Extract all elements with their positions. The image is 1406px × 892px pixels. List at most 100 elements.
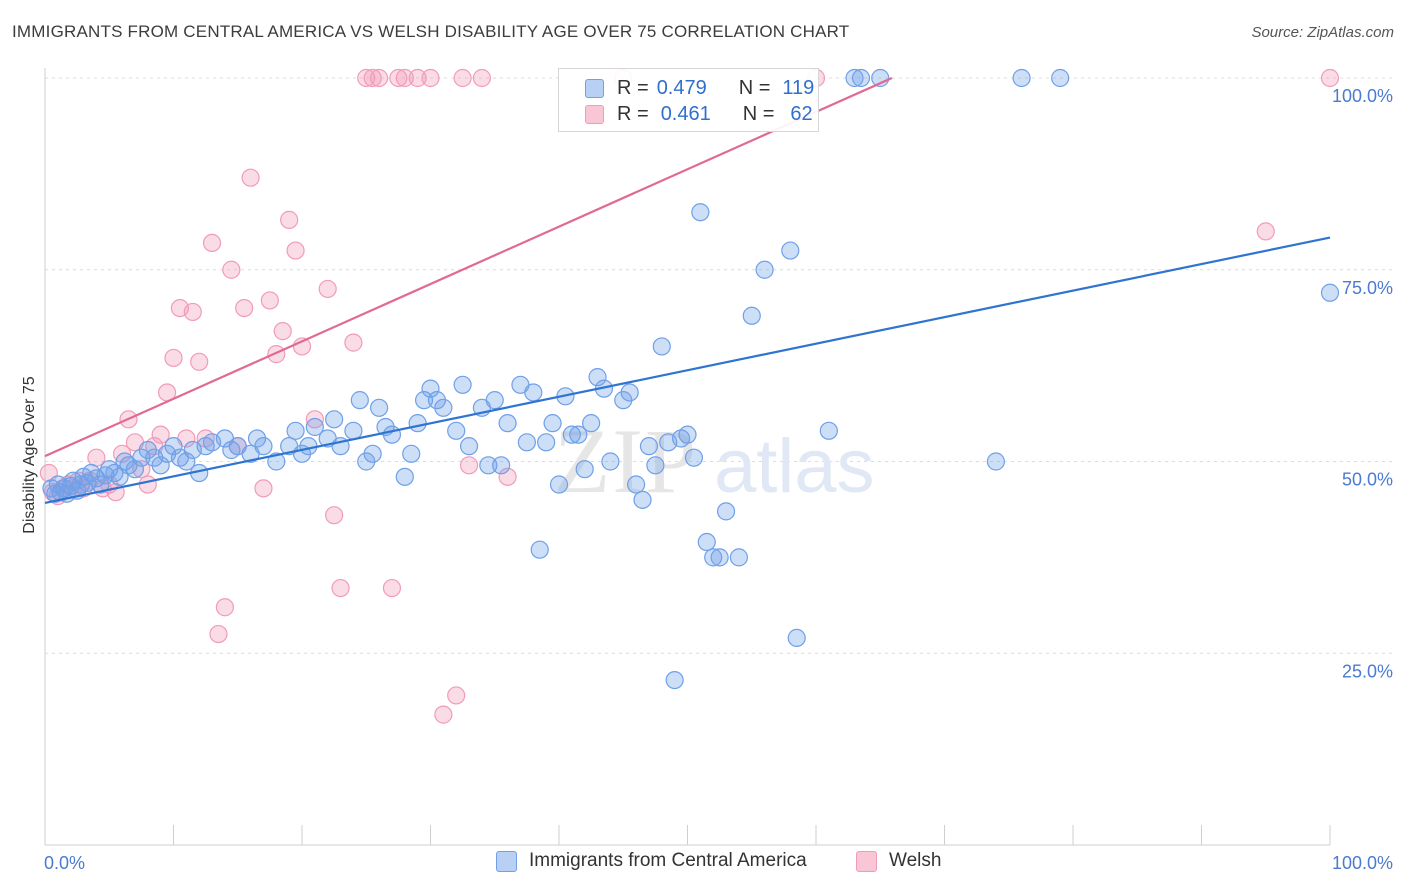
data-point: [151, 456, 170, 475]
data-point: [691, 203, 710, 222]
data-point: [620, 383, 639, 402]
data-point: [286, 241, 305, 260]
trend-lines: [44, 76, 1331, 504]
data-point: [414, 391, 434, 410]
data-point: [408, 414, 427, 433]
data-point: [395, 68, 414, 88]
data-point: [280, 210, 299, 229]
data-point: [537, 433, 556, 452]
data-point: [626, 475, 646, 494]
data-point: [305, 417, 324, 437]
data-point: [684, 448, 704, 467]
y-tick-label: 25.0%: [1342, 661, 1393, 681]
data-point: [459, 456, 479, 475]
data-point: [562, 425, 581, 444]
data-point: [543, 414, 562, 433]
points-welsh: [39, 68, 1340, 724]
data-point: [325, 506, 344, 525]
data-point: [363, 444, 382, 463]
data-point: [601, 452, 620, 471]
data-point: [851, 68, 871, 88]
data-point: [241, 168, 260, 187]
points-central-america: [42, 68, 1340, 690]
data-point: [421, 379, 440, 398]
data-point: [273, 322, 292, 341]
data-point: [209, 624, 228, 644]
data-point: [447, 421, 466, 440]
data-point: [138, 475, 157, 494]
data-point: [382, 425, 402, 444]
legend-n-value: 62: [790, 102, 813, 125]
data-point: [845, 68, 864, 88]
legend-row-welsh: R = 0.461 N = 62: [585, 102, 813, 126]
data-point: [479, 456, 498, 475]
data-point: [350, 391, 369, 410]
data-point: [704, 548, 723, 567]
data-point: [190, 352, 209, 371]
data-point: [331, 578, 350, 598]
data-point: [91, 475, 110, 494]
data-point: [646, 456, 665, 475]
legend-r-value: 0.461: [660, 102, 711, 125]
x-tick-label: 0.0%: [44, 853, 85, 873]
series-legend: Immigrants from Central America Welsh: [0, 850, 1406, 878]
legend-n-label: N =: [742, 102, 775, 125]
data-point: [819, 421, 838, 440]
data-point: [453, 68, 472, 88]
data-point: [986, 452, 1006, 471]
data-point: [235, 299, 254, 318]
y-axis-label: Disability Age Over 75: [21, 376, 38, 534]
data-point: [267, 452, 286, 471]
data-point: [421, 68, 440, 88]
data-point: [710, 548, 729, 567]
data-point: [389, 68, 408, 88]
data-point: [318, 279, 337, 299]
legend-n-value: 119: [782, 76, 815, 99]
svg-text:atlas: atlas: [714, 424, 875, 509]
watermark: ZIP atlas: [554, 410, 875, 512]
chart-title: IMMIGRANTS FROM CENTRAL AMERICA VS WELSH…: [12, 22, 850, 41]
data-point: [254, 479, 273, 498]
data-point: [549, 475, 569, 494]
data-point: [202, 233, 222, 253]
data-point: [222, 260, 241, 279]
data-point: [1051, 68, 1070, 88]
data-point: [370, 68, 389, 88]
data-point: [370, 398, 389, 417]
data-point: [492, 456, 511, 475]
data-point: [652, 337, 671, 356]
data-point: [267, 345, 286, 364]
data-point: [382, 578, 402, 598]
data-point: [402, 444, 421, 463]
data-point: [299, 437, 318, 456]
trend-line-welsh: [44, 76, 893, 458]
data-point: [787, 628, 806, 648]
legend-swatch-blue: [496, 850, 517, 872]
data-point: [215, 598, 234, 617]
data-point: [125, 460, 145, 479]
data-point: [582, 414, 601, 433]
y-tick-label: 50.0%: [1342, 470, 1393, 490]
legend-swatch-pink: [856, 850, 877, 872]
data-point: [665, 670, 684, 690]
data-point: [498, 414, 517, 433]
data-point: [575, 460, 594, 479]
legend-item-welsh: Welsh: [856, 850, 941, 872]
data-point: [678, 425, 697, 444]
legend-r-label: R =: [617, 76, 649, 99]
legend-row-central-america: R = 0.479 N = 119: [585, 76, 814, 100]
legend-r-label: R =: [617, 102, 649, 125]
data-point: [588, 368, 607, 387]
legend-n-label: N =: [738, 76, 771, 99]
data-point: [363, 68, 382, 88]
data-point: [781, 241, 800, 260]
data-point: [1320, 68, 1340, 88]
data-point: [151, 425, 170, 444]
data-point: [485, 391, 504, 410]
data-point: [697, 532, 716, 552]
axes: [44, 68, 1331, 846]
data-point: [177, 452, 196, 471]
x-tick-label: 100.0%: [1332, 853, 1393, 873]
data-point: [286, 421, 305, 440]
